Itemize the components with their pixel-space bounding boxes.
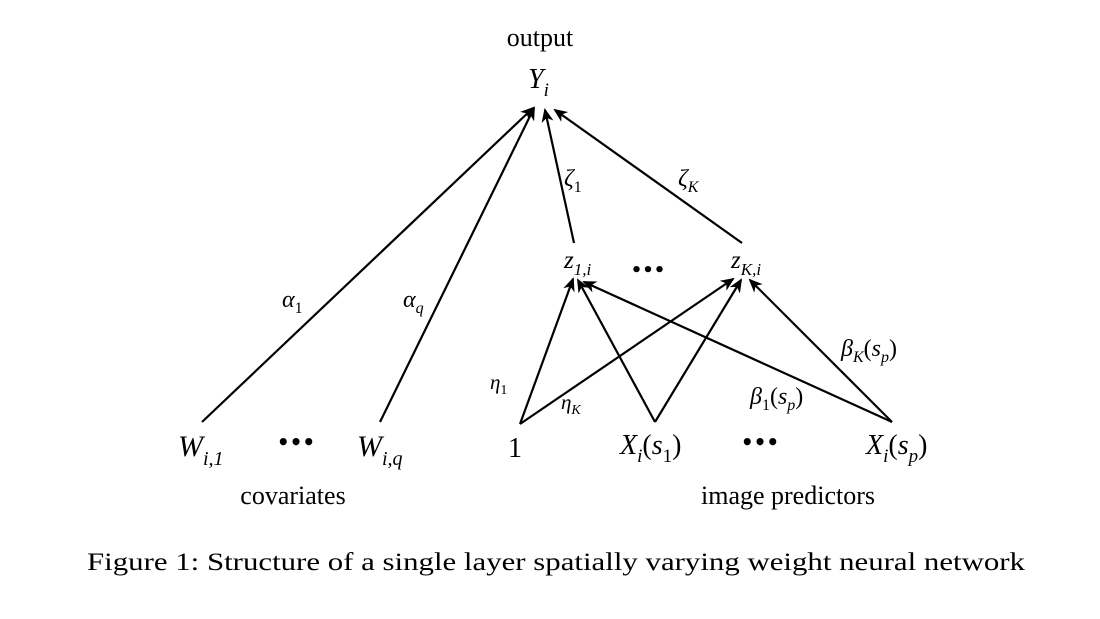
- node-xp: Xi(sp): [865, 430, 927, 467]
- node-wq-base: W: [357, 430, 385, 463]
- edge-xp-to-z1: [582, 280, 893, 424]
- edge-zk-to-y: [553, 108, 743, 244]
- image-ellipsis: •••: [741, 430, 779, 454]
- label-beta1-open: (: [770, 384, 778, 410]
- node-xp-arg-sub: p: [907, 446, 919, 467]
- label-alphaq-base: α: [403, 287, 416, 313]
- label-zetak-sub: K: [687, 179, 700, 196]
- label-etak: ηK: [561, 390, 581, 418]
- covariates-label: covariates: [240, 481, 345, 510]
- label-etak-base: η: [561, 390, 571, 414]
- node-x1: Xi(s1): [619, 430, 681, 467]
- label-alpha1-sub: 1: [295, 300, 303, 317]
- node-x1-arg-sub: 1: [663, 446, 673, 467]
- node-zk-base: z: [730, 247, 741, 274]
- node-x1-base: X: [619, 430, 638, 461]
- label-eta1: η1: [490, 370, 507, 398]
- node-w1: Wi,1: [178, 430, 224, 470]
- node-y-base: Y: [528, 64, 547, 95]
- label-eta1-base: η: [490, 370, 500, 394]
- label-zetak-base: ζ: [678, 166, 690, 192]
- label-betak-arg-sub: p: [880, 349, 889, 366]
- node-one: 1: [508, 433, 522, 464]
- output-label: output: [507, 23, 574, 52]
- label-zetak: ζK: [678, 166, 700, 196]
- label-zeta1-base: ζ: [564, 166, 576, 192]
- node-w1-sub: i,1: [203, 448, 224, 470]
- node-xp-open: (: [888, 430, 897, 461]
- label-beta1-arg: s: [778, 384, 787, 410]
- edge-z1-to-y: [541, 108, 576, 244]
- node-wq-sub: i,q: [382, 448, 403, 470]
- label-betak-close: ): [889, 336, 897, 362]
- label-beta1: β1(sp): [749, 384, 803, 414]
- label-eta1-sub: 1: [500, 383, 507, 398]
- node-zk-sub: K,i: [740, 260, 762, 279]
- node-xp-arg: s: [898, 430, 909, 461]
- hidden-ellipsis: •••: [631, 260, 666, 281]
- label-etak-sub: K: [570, 403, 581, 418]
- edge-x1-to-zk: [654, 278, 743, 423]
- node-x1-close: ): [672, 430, 681, 461]
- figure-caption: Figure 1: Structure of a single layer sp…: [87, 549, 1026, 576]
- node-xp-sub: i: [883, 446, 888, 467]
- label-zeta1: ζ1: [564, 166, 582, 196]
- node-x1-open: (: [642, 430, 651, 461]
- label-zeta1-sub: 1: [574, 179, 582, 196]
- label-beta1-base: β: [749, 384, 762, 410]
- label-beta1-close: ): [795, 384, 803, 410]
- node-x1-arg: s: [652, 430, 663, 461]
- node-xp-close: ): [918, 430, 927, 461]
- node-zk: zK,i: [730, 247, 761, 279]
- edge-wq-to-y: [379, 106, 535, 423]
- node-z1-base: z: [563, 247, 574, 274]
- edge-xp-to-zk: [748, 278, 893, 423]
- node-wq: Wi,q: [357, 430, 403, 470]
- label-betak: βK(sp): [840, 336, 897, 366]
- label-alphaq-sub: q: [416, 300, 424, 317]
- node-y-sub: i: [544, 80, 549, 101]
- node-z1-sub: 1,i: [574, 260, 592, 279]
- label-betak-sub: K: [852, 349, 865, 366]
- node-y: Yi: [528, 64, 549, 101]
- node-x1-sub: i: [637, 446, 642, 467]
- edge-w1-to-y: [201, 106, 535, 423]
- edge-x1-to-z1: [577, 278, 656, 423]
- node-xp-base: X: [865, 430, 884, 461]
- label-betak-open: (: [864, 336, 872, 362]
- label-alpha1-base: α: [282, 287, 295, 313]
- covariate-ellipsis: •••: [277, 430, 315, 454]
- label-alphaq: αq: [403, 287, 424, 317]
- label-beta1-arg-sub: p: [786, 397, 795, 414]
- edge-one-to-zk: [519, 277, 735, 425]
- edge-one-to-z1: [518, 277, 575, 425]
- label-betak-base: β: [840, 336, 853, 362]
- label-alpha1: α1: [282, 287, 303, 317]
- label-beta1-sub: 1: [762, 397, 770, 414]
- image-predictors-label: image predictors: [701, 481, 875, 510]
- label-betak-arg: s: [872, 336, 881, 362]
- node-w1-base: W: [178, 430, 206, 463]
- node-z1: z1,i: [563, 247, 591, 279]
